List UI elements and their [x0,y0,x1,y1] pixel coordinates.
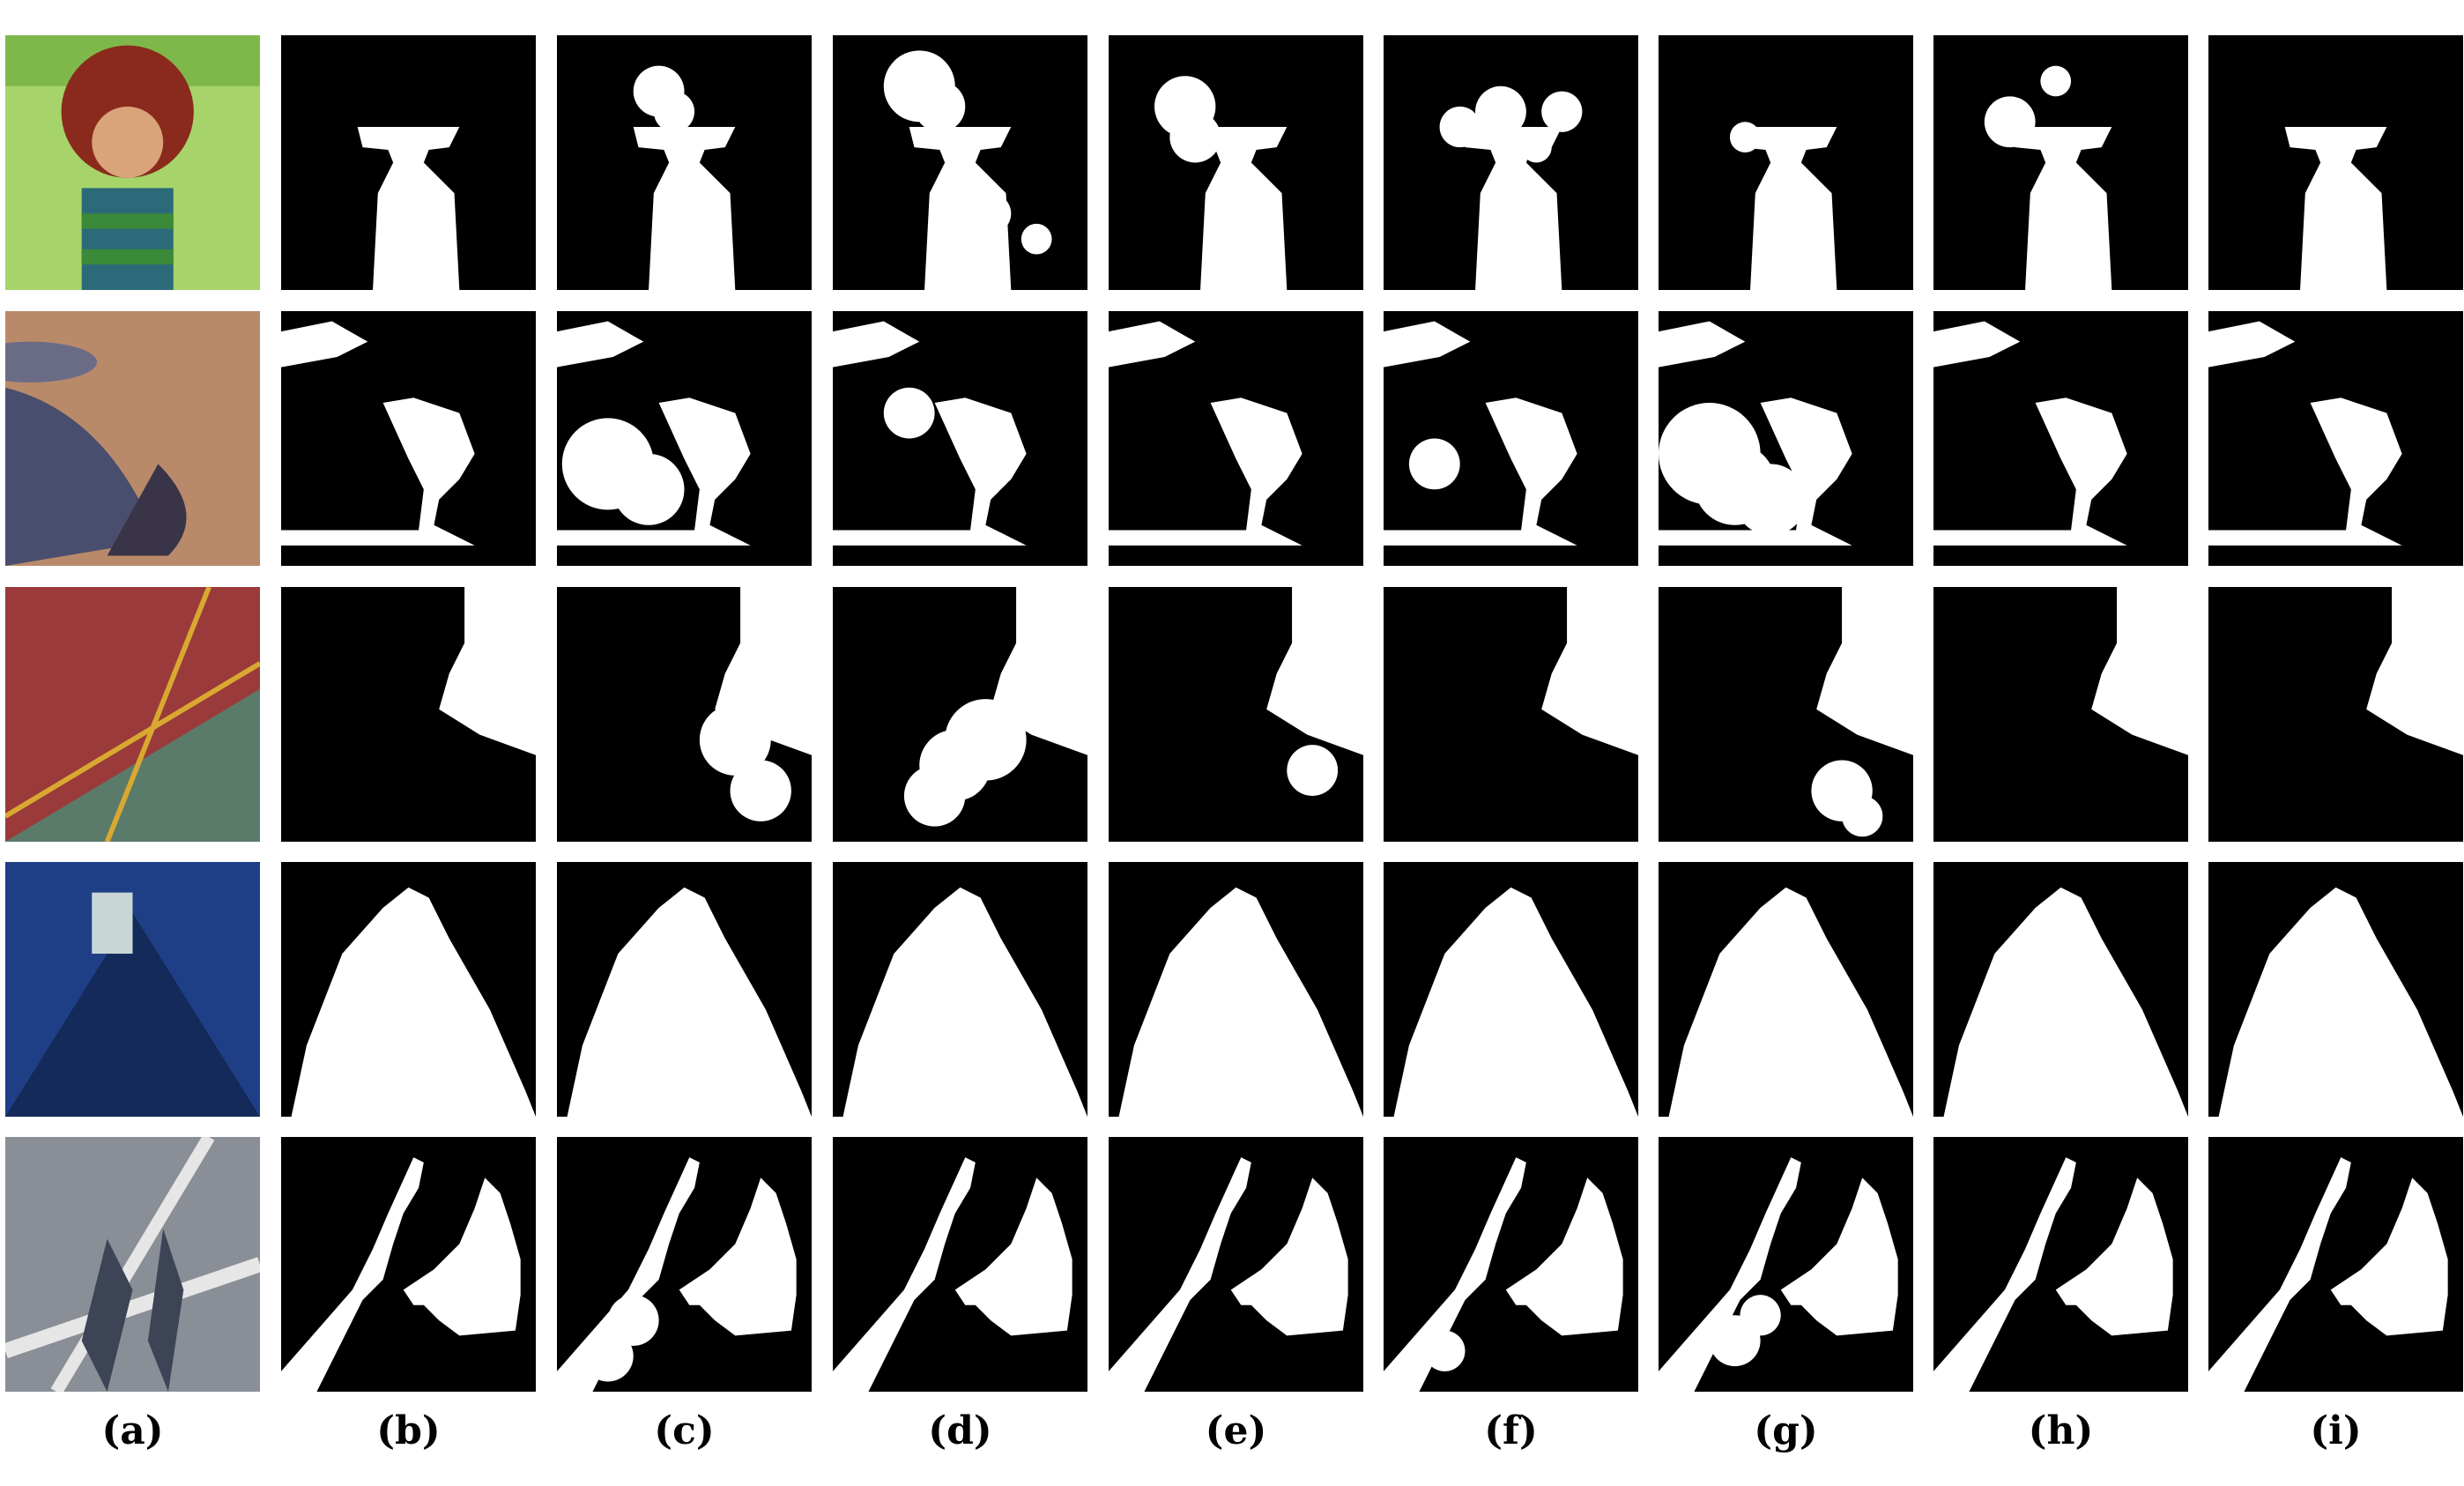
column-label: (g) [1754,1408,1818,1453]
shadow-mask [1933,1137,2188,1392]
shadow-mask [1933,35,2188,290]
shadow-mask [2208,35,2463,290]
shadow-mask [1384,311,1638,566]
shadow-mask [1384,587,1638,842]
column-label: (c) [654,1408,715,1453]
shadow-mask [1659,587,1913,842]
input-image [5,1137,260,1392]
column-label: (a) [101,1408,164,1453]
shadow-mask [1659,35,1913,290]
shadow-mask [833,35,1087,290]
shadow-mask [281,587,536,842]
shadow-mask [281,311,536,566]
shadow-mask [1659,1137,1913,1392]
shadow-mask [2208,311,2463,566]
shadow-mask [281,862,536,1117]
shadow-mask [1109,1137,1363,1392]
column-label: (b) [376,1408,441,1453]
shadow-mask [1109,35,1363,290]
input-image [5,862,260,1117]
shadow-mask [2208,1137,2463,1392]
shadow-mask [1384,862,1638,1117]
shadow-mask [281,35,536,290]
shadow-mask [1659,862,1913,1117]
shadow-mask [557,587,812,842]
shadow-mask [833,1137,1087,1392]
shadow-mask [833,587,1087,842]
input-image [5,587,260,842]
column-label: (i) [2310,1408,2362,1453]
shadow-mask [1659,311,1913,566]
column-label: (e) [1205,1408,1267,1453]
shadow-mask [1933,587,2188,842]
column-label: (d) [928,1408,992,1453]
shadow-mask [1933,311,2188,566]
shadow-mask [2208,862,2463,1117]
column-label: (f) [1484,1408,1538,1453]
shadow-mask [2208,587,2463,842]
shadow-mask [557,311,812,566]
shadow-mask [1933,862,2188,1117]
shadow-mask [1109,311,1363,566]
shadow-mask [1109,587,1363,842]
input-image [5,311,260,566]
input-image [5,35,260,290]
shadow-mask [833,862,1087,1117]
shadow-mask [557,35,812,290]
shadow-mask [1384,35,1638,290]
shadow-mask [1384,1137,1638,1392]
shadow-mask [281,1137,536,1392]
shadow-mask [833,311,1087,566]
shadow-mask [557,1137,812,1392]
shadow-mask [557,862,812,1117]
column-label: (h) [2028,1408,2094,1453]
shadow-mask [1109,862,1363,1117]
